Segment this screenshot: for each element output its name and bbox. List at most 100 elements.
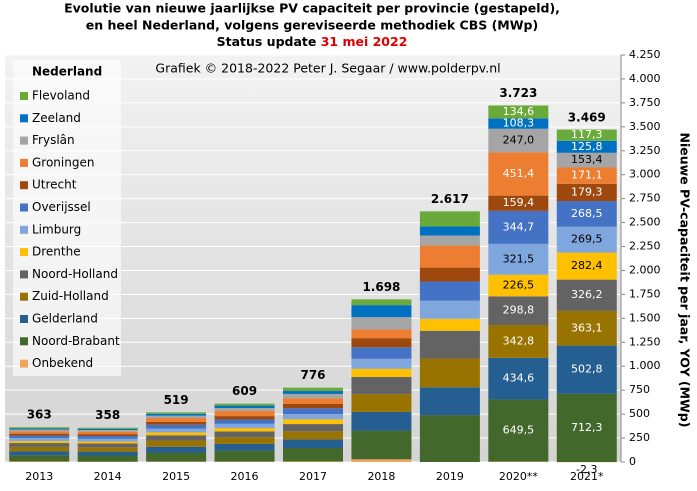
legend-swatch (20, 204, 28, 212)
value-label: 269,5 (571, 233, 603, 246)
bar-segment (9, 441, 69, 443)
bar-segment (283, 391, 343, 394)
value-label: 247,0 (503, 134, 535, 147)
bar-segment (215, 408, 275, 411)
bar-segment (9, 430, 69, 432)
bar-segment (9, 447, 69, 451)
bar-segment (283, 431, 343, 439)
legend-swatch (20, 293, 28, 301)
bar-segment (9, 434, 69, 436)
value-label: 649,5 (503, 424, 535, 437)
value-label: 434,6 (503, 372, 535, 385)
value-label: 326,2 (571, 288, 603, 301)
x-tick-label: 2021* (570, 470, 604, 483)
legend-swatch (20, 137, 28, 145)
legend-label: Drenthe (32, 245, 81, 259)
value-label: 344,7 (503, 220, 535, 233)
bar-segment (283, 439, 343, 448)
bar-segment (351, 330, 411, 339)
total-label: 358 (95, 408, 120, 422)
total-label: 3.723 (499, 86, 537, 100)
bar-segment (351, 305, 411, 317)
bar-segment (351, 412, 411, 431)
legend-label: Zeeland (32, 111, 81, 125)
bar-segment (9, 438, 69, 441)
bar-segment (9, 431, 69, 433)
legend-label: Flevoland (32, 89, 90, 103)
bar-segment (146, 412, 206, 413)
value-label: 712,3 (571, 421, 603, 434)
bar-segment (215, 437, 275, 444)
bar-segment (351, 299, 411, 305)
chart-title: en heel Nederland, volgens gereviseerde … (86, 18, 538, 33)
bar-segment (146, 432, 206, 435)
bar-segment (420, 359, 480, 388)
legend-label: Zuid-Holland (32, 289, 109, 303)
y-tick-label: 1.500 (629, 311, 661, 324)
bar-segment (9, 443, 69, 447)
bar-segment (215, 428, 275, 431)
chart-title: Evolutie van nieuwe jaarlijkse PV capaci… (64, 1, 560, 16)
bar-segment (351, 431, 411, 460)
total-label: 609 (232, 384, 257, 398)
bar-segment (420, 281, 480, 300)
bar-segment (78, 434, 138, 436)
legend-label: Noord-Holland (32, 267, 118, 281)
value-label: 179,3 (571, 185, 603, 198)
status: Status update 31 mei 2022 (217, 34, 408, 49)
value-label: 342,8 (503, 334, 535, 347)
total-label: 3.469 (568, 110, 606, 124)
bar-segment (420, 415, 480, 462)
bar-segment (283, 408, 343, 414)
x-tick-label: 2013 (25, 470, 53, 483)
bar-segment (215, 444, 275, 451)
value-label: 226,5 (503, 279, 535, 292)
bar-segment (146, 441, 206, 447)
y-tick-label: 1.000 (629, 359, 661, 372)
bar-segment (146, 435, 206, 440)
bar-segment (283, 461, 343, 462)
bar-segment (420, 331, 480, 359)
y-tick-label: 3.000 (629, 168, 661, 181)
bar-segment (420, 268, 480, 282)
legend-swatch (20, 360, 28, 368)
legend-label: Overijssel (32, 200, 91, 214)
y-tick-label: 1.750 (629, 287, 661, 300)
legend-swatch (20, 114, 28, 122)
bar-segment (351, 369, 411, 377)
bar-segment (9, 427, 69, 428)
x-tick-label: 2019 (436, 470, 464, 483)
bar-segment (146, 429, 206, 433)
bar-segment (146, 453, 206, 462)
bar-segment (420, 246, 480, 268)
bar-segment (215, 431, 275, 437)
bar-segment (9, 428, 69, 429)
legend-label: Onbekend (32, 356, 93, 370)
legend-swatch (20, 248, 28, 256)
bar-segment (78, 447, 138, 451)
bar-segment (78, 455, 138, 461)
legend-swatch (20, 337, 28, 345)
legend-swatch (20, 315, 28, 323)
value-label: 282,4 (571, 259, 603, 272)
bar-segment (215, 419, 275, 423)
bar-segment (351, 347, 411, 358)
bar-segment (78, 429, 138, 430)
y-tick-label: 500 (629, 407, 650, 420)
y-tick-label: 3.750 (629, 96, 661, 109)
x-tick-label: 2015 (162, 470, 190, 483)
value-label: 171,1 (571, 169, 603, 182)
value-label: 298,8 (503, 304, 535, 317)
y-tick-label: 3.500 (629, 120, 661, 133)
bar-segment (146, 416, 206, 418)
bar-segment (78, 439, 138, 442)
legend-label: Noord-Brabant (32, 334, 120, 348)
value-label: 117,3 (571, 128, 603, 141)
y-tick-label: 2.000 (629, 263, 661, 276)
value-label: 134,6 (503, 105, 535, 118)
y-axis-label: Nieuwe PV-capaciteit per jaar, YOY (MWp) (678, 133, 693, 428)
x-tick-label: 2016 (231, 470, 259, 483)
bar-segment (215, 416, 275, 419)
value-label: 451,4 (503, 167, 535, 180)
